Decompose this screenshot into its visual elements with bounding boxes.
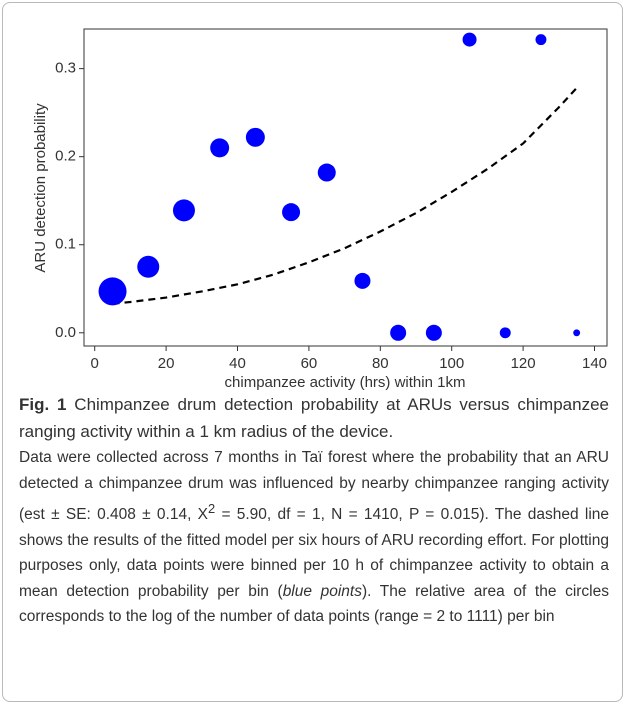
- caption-text: ). The relative area of the circles corr…: [19, 582, 609, 626]
- caption-lead: Chimpanzee drum detection probability at…: [19, 395, 609, 441]
- x-tick-label: 100: [439, 355, 464, 372]
- caption-lead-block: Fig. 1 Chimpanzee drum detection probabi…: [19, 391, 609, 445]
- data-point: [354, 272, 371, 289]
- x-tick-label: 20: [158, 355, 175, 372]
- x-tick-label: 40: [229, 355, 246, 372]
- data-point: [573, 329, 581, 337]
- caption-italic: blue points: [282, 582, 362, 600]
- fit-line: [112, 87, 578, 305]
- y-tick-label: 0.3: [55, 60, 76, 77]
- caption-label: Fig. 1: [19, 395, 67, 414]
- y-tick-label: 0.2: [55, 148, 76, 165]
- data-point: [98, 277, 127, 306]
- caption-text: Data were collected across 7 months in T…: [19, 449, 609, 524]
- data-point: [245, 127, 265, 147]
- x-tick-label: 0: [91, 355, 99, 372]
- x-tick-label: 120: [511, 355, 536, 372]
- x-tick-label: 80: [372, 355, 389, 372]
- x-tick-label: 140: [582, 355, 607, 372]
- caption-body: Data were collected across 7 months in T…: [19, 445, 609, 630]
- data-point: [282, 203, 301, 222]
- data-point: [317, 163, 336, 182]
- y-axis-label: ARU detection probability: [32, 103, 49, 273]
- y-tick-label: 0.1: [55, 236, 76, 253]
- caption-text: = 5.90, df = 1, N = 1410, P = 0.015). Th…: [19, 506, 609, 600]
- data-point: [425, 324, 442, 341]
- caption: Fig. 1 Chimpanzee drum detection probabi…: [19, 391, 609, 630]
- chart: ARU detection probability chimpanzee act…: [32, 28, 608, 391]
- x-tick-label: 60: [301, 355, 318, 372]
- plot-frame: [83, 28, 608, 347]
- caption-sup: 2: [207, 501, 216, 516]
- data-point: [499, 327, 511, 339]
- data-point: [535, 34, 547, 46]
- y-tick-label: 0.0: [55, 324, 76, 341]
- data-point: [172, 199, 195, 222]
- x-axis-label: chimpanzee activity (hrs) within 1km: [225, 374, 466, 391]
- data-point: [137, 255, 160, 278]
- data-point: [390, 324, 407, 341]
- data-point: [462, 32, 477, 47]
- data-point: [210, 138, 230, 158]
